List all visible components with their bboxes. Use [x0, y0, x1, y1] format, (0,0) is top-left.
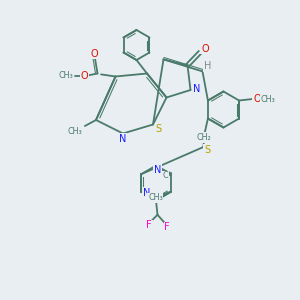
- Text: F: F: [146, 220, 152, 230]
- Text: F: F: [164, 222, 170, 233]
- Text: CH₃: CH₃: [59, 71, 74, 80]
- Text: S: S: [155, 124, 161, 134]
- Text: N: N: [154, 165, 161, 175]
- Text: CH₃: CH₃: [261, 94, 276, 103]
- Text: H: H: [204, 61, 211, 71]
- Text: N: N: [193, 83, 200, 94]
- Text: O: O: [253, 94, 261, 104]
- Text: N: N: [143, 188, 151, 198]
- Text: O: O: [201, 44, 209, 54]
- Text: O: O: [80, 71, 88, 81]
- Text: N: N: [119, 134, 127, 144]
- Text: O: O: [91, 49, 98, 59]
- Text: CH₃: CH₃: [68, 128, 82, 136]
- Text: CH₂: CH₂: [196, 133, 211, 142]
- Text: S: S: [204, 145, 210, 155]
- Text: C: C: [162, 171, 168, 180]
- Text: CH₃: CH₃: [148, 193, 163, 202]
